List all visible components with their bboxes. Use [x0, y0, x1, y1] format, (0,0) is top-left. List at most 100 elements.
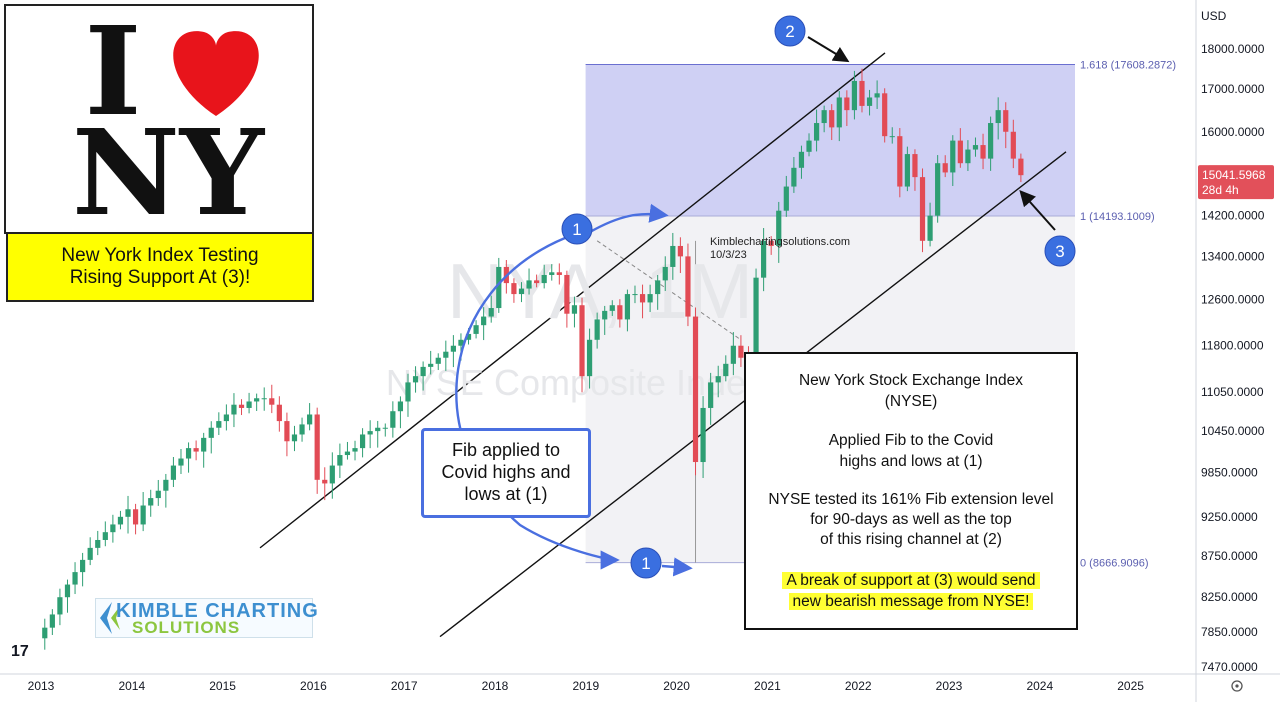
candle-body — [291, 434, 298, 442]
candle-body — [541, 274, 547, 284]
x-tick-label: 2023 — [936, 679, 963, 693]
candle-body — [42, 627, 48, 639]
candle-body — [564, 274, 570, 314]
y-tick-label: 8750.0000 — [1201, 549, 1258, 563]
candle-body — [859, 80, 865, 106]
candle-body — [791, 167, 797, 187]
candle-body — [261, 398, 267, 400]
candle-body — [238, 404, 245, 408]
candle-body — [57, 597, 63, 615]
candle-body — [1010, 131, 1016, 159]
bar-countdown: 28d 4h — [1202, 183, 1239, 197]
settings-gear-center — [1235, 684, 1239, 688]
x-tick-label: 2020 — [663, 679, 690, 693]
info-title-1: New York Stock Exchange Index — [798, 372, 1024, 389]
candle-body — [866, 97, 873, 106]
marker-label: 1 — [641, 554, 650, 573]
candle-body — [927, 215, 933, 241]
y-tick-label: 17000.0000 — [1201, 82, 1265, 96]
last-price-value: 15041.5968 — [1202, 168, 1266, 182]
candle-body — [170, 465, 177, 480]
candle-body — [670, 245, 676, 267]
source-site: Kimblechartingsolutions.com — [710, 236, 850, 248]
candle-body — [185, 448, 192, 459]
annotations: 1 1 2 3 — [455, 15, 1076, 579]
info-highlight-1: A break of support at (3) would send — [782, 572, 1040, 589]
candle-body — [132, 509, 139, 525]
candle-body — [458, 339, 464, 346]
channel-upper-line — [259, 52, 886, 549]
candle-body — [473, 325, 479, 334]
fib-level-label: 1 (14193.1009) — [1080, 211, 1155, 223]
candle-body — [844, 97, 850, 111]
candle-body — [329, 465, 335, 484]
candle-body — [420, 366, 426, 377]
marker-circle-3 — [774, 15, 806, 47]
candle-body — [874, 93, 880, 98]
candle-body — [155, 490, 161, 499]
candle-body — [216, 421, 222, 428]
candle-body — [299, 424, 305, 435]
y-tick-label: 14200.0000 — [1201, 209, 1265, 223]
fib-extension-zone — [585, 64, 1075, 216]
candle-body — [49, 614, 55, 628]
candle-body — [72, 572, 78, 585]
x-tick-label: 2019 — [572, 679, 599, 693]
x-tick-label: 2015 — [209, 679, 236, 693]
x-tick-label: 2016 — [300, 679, 327, 693]
last-price-badge — [1198, 165, 1274, 200]
y-tick-label: 9850.0000 — [1201, 466, 1258, 480]
watermark: NYA, 1M NYSE Composite Index — [386, 247, 764, 403]
tradingview-logo[interactable]: 17 — [11, 643, 29, 660]
candle-body — [352, 448, 358, 452]
candle-body — [738, 345, 744, 358]
candle-body — [942, 163, 948, 173]
candle-body — [594, 319, 600, 340]
candle-body — [972, 145, 979, 150]
y-tick-label: 11050.0000 — [1201, 385, 1264, 399]
candle-body — [359, 434, 366, 449]
candle-body — [586, 339, 593, 377]
candle-body — [435, 357, 441, 364]
y-tick-label: 7470.0000 — [1201, 660, 1258, 674]
fib-level-label: 0 (8666.9096) — [1080, 558, 1149, 570]
logo-letters-ny: NY — [72, 103, 266, 232]
fib-note-box: Fib applied to Covid highs and lows at (… — [421, 428, 591, 518]
i-love-ny-logo: I NY — [4, 0, 314, 242]
x-tick-label: 2021 — [754, 679, 781, 693]
candle-body — [617, 305, 623, 320]
candle-body — [269, 398, 275, 405]
candle-body — [836, 97, 842, 128]
candle-body — [102, 532, 108, 540]
candle-body — [428, 363, 434, 367]
candle-body — [276, 404, 282, 422]
candle-body — [148, 498, 154, 506]
marker-circle-2 — [630, 547, 662, 579]
info-highlight-2: new bearish message from NYSE! — [788, 593, 1034, 610]
candle-body — [201, 437, 207, 452]
y-tick-label: 18000.0000 — [1201, 42, 1265, 56]
info-line-2: highs and lows at (1) — [839, 453, 983, 470]
candle-body — [140, 505, 146, 525]
settings-gear-icon[interactable] — [1231, 680, 1243, 692]
candle-body — [609, 305, 615, 311]
candle-body — [662, 266, 668, 281]
candle-body — [375, 427, 381, 432]
candle-body — [753, 277, 759, 364]
candle-body — [919, 177, 926, 241]
kimble-k-icon — [100, 602, 120, 634]
candle-body — [412, 376, 419, 383]
candle-body — [829, 110, 835, 128]
candle-body — [443, 351, 449, 358]
heart-icon — [173, 31, 259, 116]
headline: New York Index Testing Rising Support At… — [61, 245, 259, 288]
candle-body — [715, 376, 721, 383]
candle-body — [382, 427, 388, 429]
logo-letter-i: I — [84, 6, 141, 143]
candle-body — [723, 363, 729, 377]
marker-label: 1 — [572, 220, 581, 239]
currency-label[interactable]: USD — [1201, 9, 1227, 23]
candle-body — [904, 154, 910, 187]
info-line-4: for 90-days as well as the top — [810, 511, 1012, 528]
